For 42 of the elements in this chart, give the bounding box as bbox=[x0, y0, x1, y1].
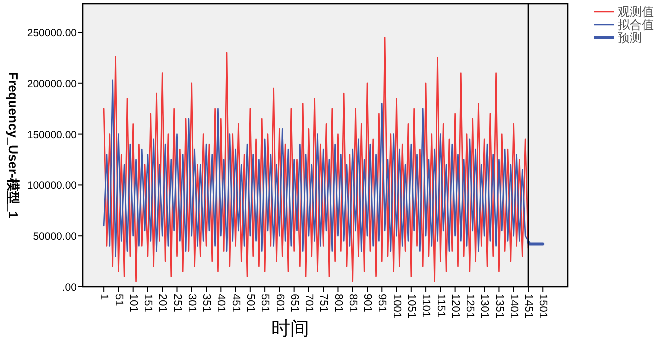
x-tick-label: 751 bbox=[318, 294, 330, 312]
x-tick-label: 51 bbox=[112, 294, 125, 306]
x-tick-label: 401 bbox=[215, 294, 228, 312]
x-tick-label: 1451 bbox=[522, 294, 535, 318]
x-tick-label: 901 bbox=[362, 294, 374, 312]
x-tick-label: 301 bbox=[186, 294, 198, 312]
x-tick-label: 701 bbox=[303, 294, 316, 312]
x-tick-label: 851 bbox=[346, 294, 359, 312]
x-tick-label: 601 bbox=[274, 294, 286, 312]
x-axis-title: 时间 bbox=[272, 319, 310, 340]
x-tick-label: 1301 bbox=[478, 294, 491, 318]
y-tick-label: 200000.00 bbox=[27, 78, 78, 90]
x-tick-label: 1251 bbox=[464, 294, 476, 318]
x-tick-label: 1501 bbox=[537, 294, 550, 318]
x-tick-label: 1051 bbox=[406, 294, 418, 318]
x-tick-label: 1101 bbox=[420, 294, 432, 318]
y-tick-label: 150000.00 bbox=[27, 129, 78, 142]
y-axis-title: Frequency_User-模型_1 bbox=[6, 72, 21, 219]
x-tick-label: 1401 bbox=[508, 294, 520, 318]
x-tick-label: 201 bbox=[156, 294, 169, 312]
x-tick-label: 1151 bbox=[434, 294, 447, 318]
x-tick-label: 1201 bbox=[449, 294, 462, 318]
x-tick-label: 801 bbox=[332, 294, 344, 312]
y-tick-label: 50000.00 bbox=[33, 231, 78, 244]
x-tick-label: 1351 bbox=[493, 294, 506, 318]
x-tick-label: 501 bbox=[244, 294, 257, 312]
y-tick-label: 100000.00 bbox=[27, 180, 78, 192]
x-tick-label: 251 bbox=[171, 294, 184, 312]
x-tick-label: 651 bbox=[288, 294, 300, 312]
x-tick-label: 451 bbox=[230, 294, 242, 312]
y-tick-label: .00 bbox=[62, 282, 78, 294]
x-tick-label: 951 bbox=[376, 294, 388, 312]
x-tick-label: 1001 bbox=[390, 294, 403, 318]
x-tick-label: 151 bbox=[142, 294, 154, 312]
y-tick-label: 250000.00 bbox=[27, 28, 78, 40]
legend-label: 拟合值 bbox=[618, 18, 654, 32]
x-tick-label: 351 bbox=[200, 294, 213, 312]
x-tick-label: 101 bbox=[127, 294, 140, 312]
x-tick-label: 551 bbox=[259, 294, 272, 312]
legend-label: 观测值 bbox=[618, 5, 654, 19]
x-tick-label: 1 bbox=[98, 294, 110, 300]
legend-label: 预测 bbox=[618, 31, 642, 45]
